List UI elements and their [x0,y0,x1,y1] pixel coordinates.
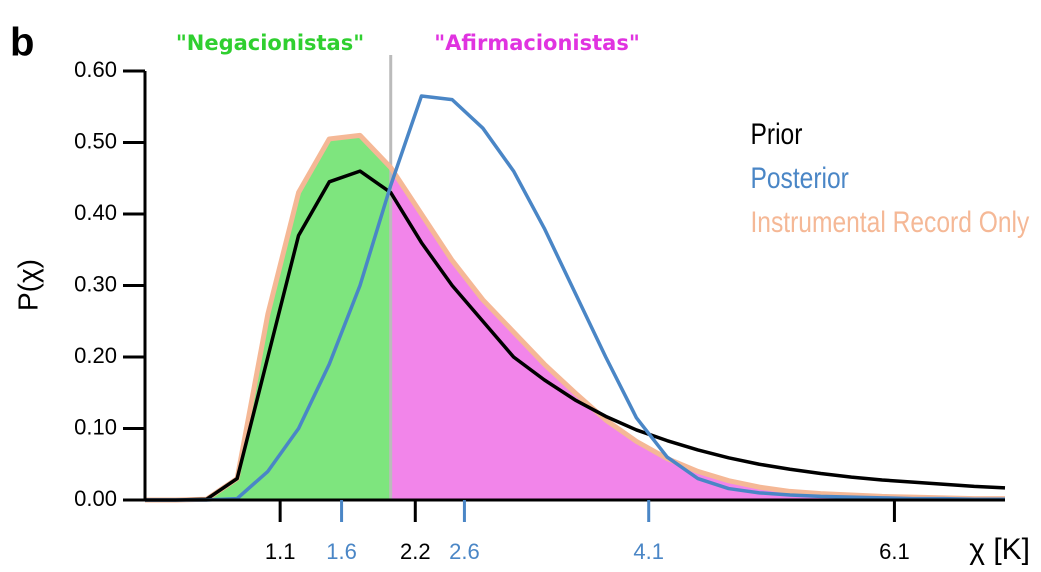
x-tick-label: 2.2 [400,539,431,564]
y-axis-label: P(χ) [12,259,43,311]
x-tick-label: 2.6 [449,539,480,564]
legend-entry: Prior [750,117,802,151]
x-tick-label: 4.1 [633,539,664,564]
x-tick-label: 6.1 [879,539,910,564]
y-tick-label: 0.60 [74,57,117,82]
region-label: "Afirmacionistas" [434,31,640,55]
series-line [145,169,1006,502]
x-axis-label: χ [K] [969,533,1030,566]
region-label: "Negacionistas" [176,31,364,55]
y-tick-label: 0.50 [74,128,117,153]
x-tick-label: 1.6 [326,539,357,564]
y-tick-label: 0.30 [74,271,117,296]
panel-label: b [10,21,34,65]
y-tick-label: 0.10 [74,414,117,439]
x-tick-label: 1.1 [265,539,296,564]
y-tick-label: 0.20 [74,343,117,368]
series-line [145,132,1005,503]
series-line [145,94,1005,502]
legend-entry: Instrumental Record Only [750,205,1029,239]
y-tick-label: 0.00 [74,486,117,511]
area-fill [390,167,1005,500]
y-tick-label: 0.40 [74,200,117,225]
legend-entry: Posterior [750,161,848,195]
